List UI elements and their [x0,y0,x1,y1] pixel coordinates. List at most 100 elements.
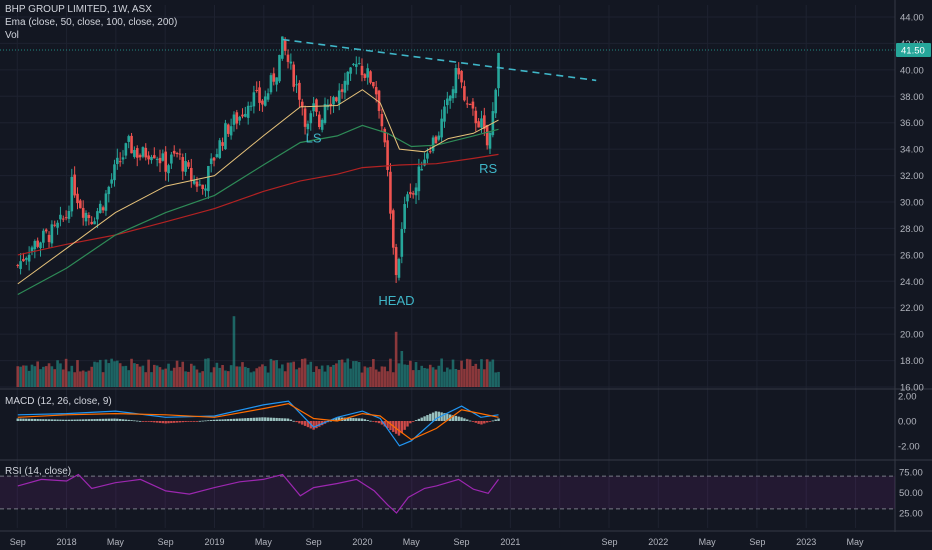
candle [167,165,170,174]
volume-bar [420,365,424,387]
volume-bar [246,367,250,387]
macd-histogram-bar [161,421,165,424]
time-axis-label: May [255,537,273,547]
volume-bar [377,371,381,387]
time-axis-label: Sep [454,537,470,547]
pattern-label-ls: LS [306,131,322,146]
volume-bar [409,360,412,387]
symbol-title[interactable]: BHP GROUP LIMITED, 1W, ASX [5,4,152,15]
macd-histogram-bar [113,418,116,421]
volume-bar [249,372,253,387]
macd-histogram-bar [386,421,389,429]
volume-bar [184,371,187,387]
volume-bar [474,363,478,387]
volume-bar [229,365,233,387]
volume-bar [360,372,364,387]
volume-bar [414,362,418,387]
macd-histogram-bar [93,419,96,421]
macd-histogram-bar [116,418,119,421]
volume-bar [189,363,193,387]
candle [477,121,480,128]
candle [81,207,85,218]
candle [141,147,145,157]
candle [59,214,62,220]
candle [127,136,131,142]
candle [153,155,156,159]
candle [278,54,281,82]
candle [354,64,358,67]
candle [266,93,270,100]
pattern-label-head: HEAD [378,293,414,308]
candle [369,71,372,83]
macd-histogram-bar [451,415,455,421]
candle [406,194,409,202]
macd-histogram-bar [215,419,219,421]
volume-bar [406,364,409,387]
macd-histogram-bar [272,417,275,421]
time-axis-label: Sep [601,537,617,547]
candle [184,161,187,172]
volume-bar [127,370,131,387]
candle [480,118,483,128]
macd-legend[interactable]: MACD (12, 26, close, 9) [5,396,112,407]
macd-histogram-bar [195,421,199,422]
macd-histogram-bar [67,419,71,421]
macd-histogram-bar [491,420,495,422]
candle [320,119,324,130]
volume-bar [300,358,304,387]
rsi-legend[interactable]: RSI (14, close) [5,466,72,477]
candle [24,257,28,260]
macd-histogram-bar [192,421,196,422]
candle [428,151,432,153]
volume-bar [374,369,378,387]
candle [252,92,256,107]
candle [232,114,236,125]
candle [261,100,264,105]
macd-histogram-bar [190,421,193,422]
volume-bar [289,362,293,387]
macd-histogram-bar [423,416,426,421]
volume-bar [463,368,466,387]
price-axis-label: 20.00 [900,330,924,341]
candle [221,142,224,146]
candle [138,155,142,158]
candle [73,174,76,196]
volume-bar [138,366,142,387]
macd-histogram-bar [155,421,159,423]
macd-histogram-bar [218,419,221,421]
macd-histogram-bar [147,421,150,422]
volume-bar [468,359,472,387]
candle [249,105,253,107]
macd-histogram-bar [178,421,182,423]
candle [409,192,412,195]
candle [343,80,347,93]
macd-histogram-bar [62,419,65,421]
volume-bar [266,372,270,387]
macd-histogram-bar [434,411,438,421]
time-axis-label: 2021 [500,537,520,547]
price-axis-label: 38.00 [900,92,924,103]
ema-legend[interactable]: Ema (close, 50, close, 100, close, 200) [5,17,178,28]
candle [121,157,125,160]
candle [178,153,182,155]
macd-histogram-bar [281,418,284,421]
macd-histogram-bar [289,419,293,421]
vol-legend[interactable]: Vol [5,30,19,41]
volume-bar [76,360,79,387]
macd-histogram-bar [121,419,125,421]
macd-histogram-bar [338,417,341,421]
volume-bar [394,331,398,387]
candle [96,211,99,220]
candle [215,154,219,157]
candle [246,105,250,118]
ema100-line [17,124,499,296]
macd-histogram-bar [409,421,412,424]
candle [56,222,59,228]
macd-histogram-bar [229,418,233,421]
macd-histogram-bar [150,421,153,423]
macd-histogram-bar [292,420,295,422]
volume-bar [238,366,241,387]
ema50-line [17,89,499,285]
volume-bar [24,365,28,387]
